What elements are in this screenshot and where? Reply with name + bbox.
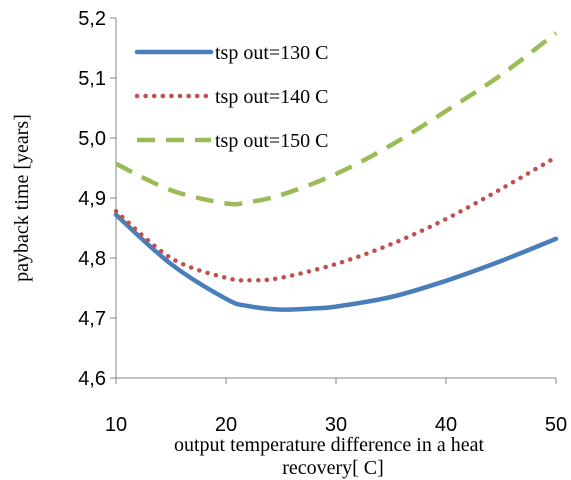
series-layer <box>113 31 559 312</box>
y-tick-label: 5,1 <box>78 68 106 90</box>
x-tick-label: 30 <box>325 414 347 436</box>
y-tick-label: 5,0 <box>78 128 106 150</box>
y-tick-label: 4,6 <box>78 368 106 390</box>
legend-label-1: tsp out=130 C <box>215 42 329 64</box>
x-axis-title-line-1: output temperature difference in a heat <box>174 434 484 456</box>
y-axis-title: payback time [years] <box>11 114 33 282</box>
x-tick-label: 10 <box>105 414 127 436</box>
plot-area <box>115 18 556 379</box>
series-line-2 <box>113 154 559 283</box>
legend-label-3: tsp out=150 C <box>215 130 329 152</box>
y-tick-label: 4,8 <box>78 248 106 270</box>
x-tick-label: 40 <box>435 414 457 436</box>
y-axis-ticks: 4,6 4,7 4,8 4,9 5,0 5,1 5,2 <box>78 8 116 390</box>
y-tick-label: 4,9 <box>78 188 106 210</box>
series-line-1 <box>113 212 559 312</box>
legend-label-2: tsp out=140 C <box>215 86 329 108</box>
x-axis-ticks: 10 20 30 40 50 <box>105 378 567 436</box>
y-tick-label: 4,7 <box>78 308 106 330</box>
legend: tsp out=130 C tsp out=140 C tsp out=150 C <box>134 42 329 152</box>
series-line-3 <box>115 31 558 207</box>
x-axis-title-line-2: recovery[ C] <box>282 457 384 479</box>
y-tick-label: 5,2 <box>78 8 106 30</box>
x-tick-label: 50 <box>545 414 567 436</box>
x-tick-label: 20 <box>215 414 237 436</box>
